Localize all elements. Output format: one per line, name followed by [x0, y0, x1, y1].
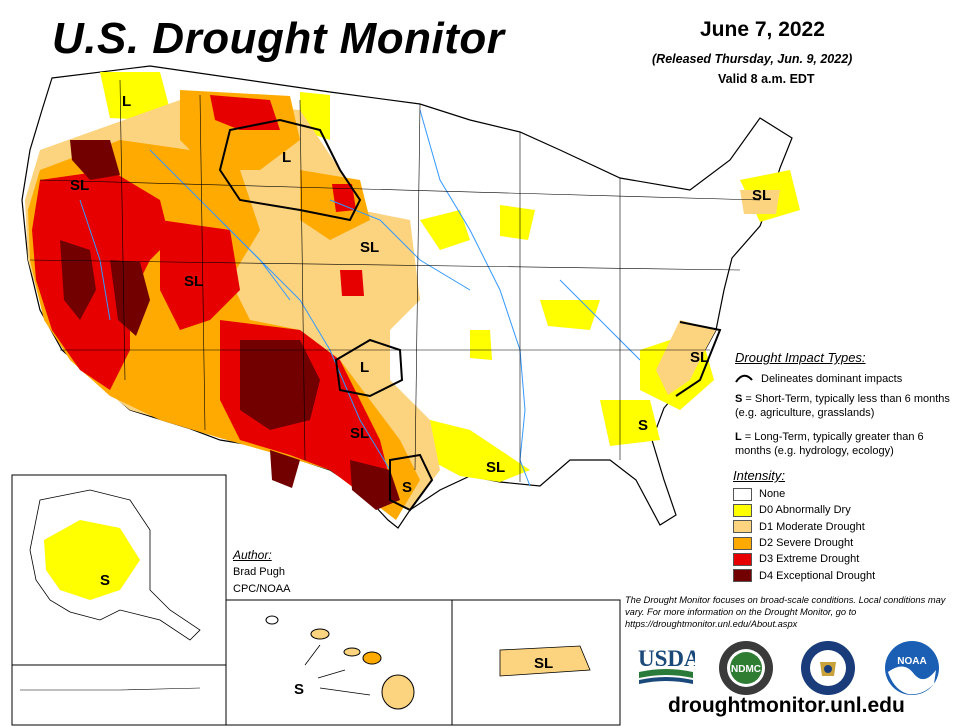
impact-label: S — [638, 417, 648, 434]
map-date: June 7, 2022 — [700, 18, 825, 41]
puerto-rico-label: SL — [534, 655, 553, 672]
long-term-text: = Long-Term, typically greater than 6 mo… — [735, 431, 924, 457]
impact-label: SL — [486, 459, 505, 476]
noaa-logo-text: NOAA — [897, 656, 926, 667]
hawaii-inset: S — [225, 599, 453, 726]
delineation-key: Delineates dominant impacts — [735, 372, 902, 386]
impact-lines — [218, 118, 722, 512]
valid-time: Valid 8 a.m. EDT — [718, 72, 815, 86]
intensity-label: None — [759, 488, 786, 501]
impact-label: SL — [350, 425, 369, 442]
short-term-text: = Short-Term, typically less than 6 mont… — [735, 393, 950, 419]
short-term-definition: S = Short-Term, typically less than 6 mo… — [735, 392, 955, 420]
intensity-label: D4 Exceptional Drought — [759, 569, 876, 582]
author-heading: Author: — [233, 548, 272, 562]
intensity-legend: None D0 Abnormally Dry D1 Moderate Droug… — [733, 486, 875, 584]
delineation-text: Delineates dominant impacts — [761, 373, 903, 385]
intensity-label: D0 Abnormally Dry — [759, 504, 851, 517]
impact-label: SL — [184, 273, 203, 290]
impact-label: SL — [690, 349, 709, 366]
impact-label: SL — [360, 239, 379, 256]
ndmc-logo: NDMC — [719, 641, 773, 695]
intensity-swatch — [733, 552, 752, 566]
long-term-key: L — [735, 431, 742, 443]
intensity-row: D0 Abnormally Dry — [733, 502, 875, 518]
intensity-swatch — [733, 536, 752, 550]
impact-label: S — [402, 479, 412, 496]
intensity-swatch — [733, 487, 752, 501]
impact-labels: L L SL SL SL SL L SL S SL S SL — [70, 93, 771, 496]
intensity-swatch — [733, 503, 752, 517]
alaska-inset: S — [11, 474, 227, 691]
intensity-swatch — [733, 569, 752, 583]
intensity-row: D2 Severe Drought — [733, 535, 875, 551]
d4-areas — [60, 140, 400, 510]
noaa-logo: NOAA — [885, 641, 939, 695]
intensity-row: D3 Extreme Drought — [733, 551, 875, 567]
intensity-heading: Intensity: — [733, 468, 786, 483]
state-borders — [29, 79, 761, 482]
intensity-label: D1 Moderate Drought — [759, 520, 865, 533]
alaska-label: S — [100, 572, 110, 589]
usda-logo: USDA — [638, 646, 695, 684]
intensity-label: D2 Severe Drought — [759, 537, 854, 550]
intensity-row: None — [733, 486, 875, 502]
hawaii-label: S — [294, 681, 304, 698]
impact-types-heading: Drought Impact Types: — [735, 350, 866, 365]
commerce-logo — [801, 641, 855, 695]
impact-label: L — [122, 93, 131, 110]
short-term-key: S — [735, 393, 743, 405]
long-term-definition: L = Long-Term, typically greater than 6 … — [735, 430, 955, 458]
impact-label: L — [360, 359, 369, 376]
intensity-row: D4 Exceptional Drought — [733, 567, 875, 583]
impact-label: SL — [752, 187, 771, 204]
release-date: (Released Thursday, Jun. 9, 2022) — [652, 52, 853, 66]
rivers — [79, 109, 641, 487]
delineation-line-icon — [735, 374, 753, 383]
intensity-row: D1 Moderate Drought — [733, 519, 875, 535]
ndmc-logo-text: NDMC — [731, 664, 761, 675]
author-name: Brad Pugh — [233, 566, 285, 578]
impact-label: L — [282, 149, 291, 166]
puerto-rico-inset: SL — [451, 599, 621, 726]
intensity-swatch — [733, 520, 752, 534]
author-org: CPC/NOAA — [233, 583, 291, 595]
website-url[interactable]: droughtmonitor.unl.edu — [668, 694, 905, 717]
disclaimer-text: The Drought Monitor focuses on broad-sca… — [625, 595, 946, 629]
intensity-label: D3 Extreme Drought — [759, 553, 860, 566]
impact-label: SL — [70, 177, 89, 194]
map-title: U.S. Drought Monitor — [52, 14, 505, 63]
usda-logo-text: USDA — [638, 646, 695, 671]
